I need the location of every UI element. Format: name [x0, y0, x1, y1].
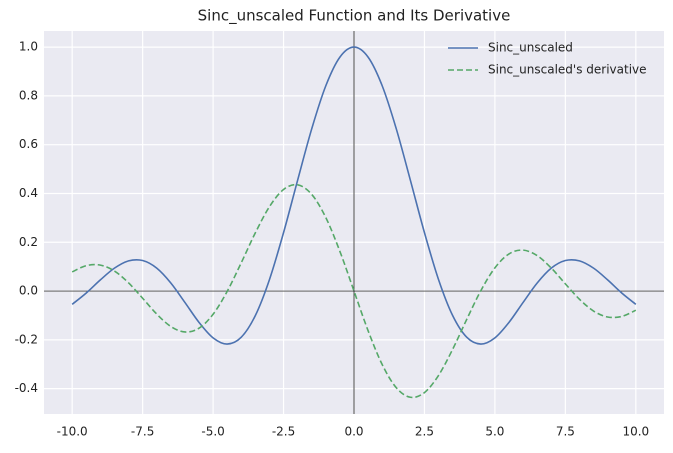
series-line — [71, 46, 637, 345]
x-tick-label: 7.5 — [556, 425, 575, 439]
x-tick-label: -10.0 — [57, 425, 88, 439]
x-tick-label: 0.0 — [344, 425, 363, 439]
y-tick-label: 0.4 — [19, 186, 38, 200]
x-tick-label: 10.0 — [622, 425, 649, 439]
x-tick-label: -7.5 — [131, 425, 154, 439]
y-tick-label: 1.0 — [19, 40, 38, 54]
series-line — [71, 183, 637, 399]
y-tick-label: 0.0 — [19, 284, 38, 298]
chart-title: Sinc_unscaled Function and Its Derivativ… — [198, 7, 511, 26]
y-tick-label: 0.2 — [19, 235, 38, 249]
x-tick-label: -2.5 — [272, 425, 295, 439]
x-tick-label: 5.0 — [485, 425, 504, 439]
y-tick-label: 0.8 — [19, 88, 38, 102]
legend-label: Sinc_unscaled's derivative — [488, 63, 647, 77]
x-tick-label: 2.5 — [415, 425, 434, 439]
legend-label: Sinc_unscaled — [488, 41, 573, 55]
y-tick-label: -0.4 — [15, 381, 38, 395]
y-tick-label: 0.6 — [19, 137, 38, 151]
x-tick-label: -5.0 — [201, 425, 224, 439]
y-tick-label: -0.2 — [15, 332, 38, 346]
